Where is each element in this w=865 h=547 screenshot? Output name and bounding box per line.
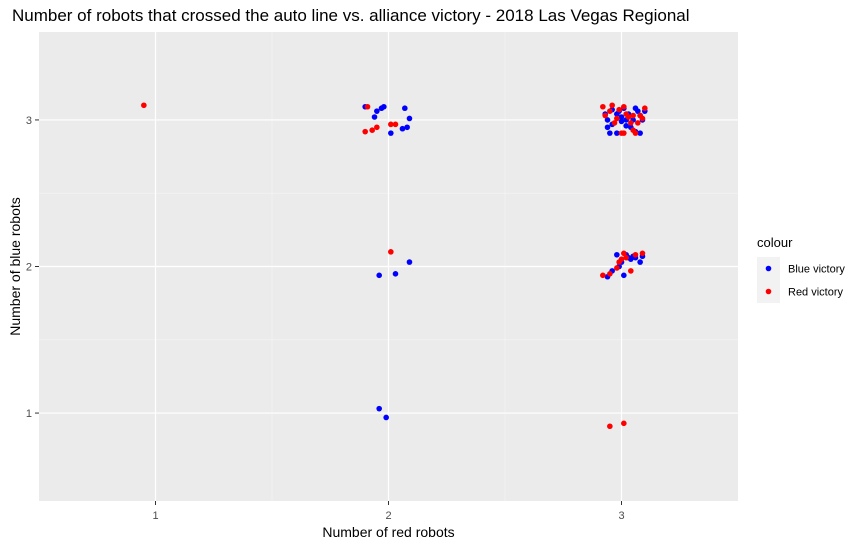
legend-marker-red-victory bbox=[765, 288, 772, 295]
x-axis-label: Number of red robots bbox=[322, 524, 454, 540]
y-tick-label: 2 bbox=[26, 262, 32, 274]
data-point-blue-victory bbox=[637, 259, 643, 265]
data-point-blue-victory bbox=[404, 124, 410, 131]
data-point-red-victory bbox=[628, 268, 634, 274]
data-point-red-victory bbox=[392, 121, 399, 128]
data-point-blue-victory bbox=[635, 108, 641, 114]
data-point-blue-victory bbox=[376, 272, 382, 279]
data-point-red-victory bbox=[616, 106, 622, 113]
data-points bbox=[141, 102, 648, 430]
data-point-red-victory bbox=[621, 420, 627, 427]
x-tick-label: 1 bbox=[152, 510, 158, 522]
data-point-red-victory bbox=[635, 120, 641, 126]
x-axis-ticks: 1 2 3 bbox=[152, 501, 625, 522]
data-point-red-victory bbox=[369, 127, 375, 133]
data-point-red-victory bbox=[600, 103, 606, 110]
data-point-red-victory bbox=[602, 112, 608, 119]
legend-label-red-victory: Red victory bbox=[788, 287, 844, 299]
data-point-red-victory bbox=[642, 105, 648, 112]
data-point-red-victory bbox=[632, 251, 639, 258]
x-tick-label: 3 bbox=[618, 510, 624, 522]
data-point-red-victory bbox=[621, 250, 627, 257]
data-point-red-victory bbox=[618, 256, 625, 262]
legend-entries: Blue victory Red victory bbox=[757, 257, 845, 303]
data-point-blue-victory bbox=[618, 114, 625, 120]
data-point-blue-victory bbox=[399, 125, 406, 132]
x-tick-label: 2 bbox=[385, 510, 391, 522]
data-point-red-victory bbox=[621, 103, 627, 110]
data-point-blue-victory bbox=[623, 123, 629, 129]
data-point-red-victory bbox=[623, 254, 629, 261]
legend: colour Blue victory Red victory bbox=[757, 235, 845, 303]
legend-label-blue-victory: Blue victory bbox=[788, 264, 845, 276]
data-point-blue-victory bbox=[402, 105, 408, 112]
data-point-blue-victory bbox=[607, 130, 613, 136]
chart-title: Number of robots that crossed the auto l… bbox=[12, 6, 690, 25]
data-point-blue-victory bbox=[392, 271, 399, 277]
data-point-red-victory bbox=[632, 130, 639, 136]
data-point-red-victory bbox=[388, 249, 394, 255]
data-point-red-victory bbox=[628, 120, 634, 126]
data-point-red-victory bbox=[614, 115, 620, 122]
data-point-blue-victory bbox=[376, 405, 382, 412]
data-point-red-victory bbox=[364, 103, 371, 110]
data-point-red-victory bbox=[374, 124, 380, 131]
data-point-blue-victory bbox=[371, 114, 378, 120]
data-point-blue-victory bbox=[406, 259, 413, 265]
data-point-blue-victory bbox=[618, 118, 625, 125]
data-point-red-victory bbox=[630, 112, 636, 119]
data-point-red-victory bbox=[362, 128, 369, 135]
data-point-red-victory bbox=[621, 130, 627, 136]
legend-marker-blue-victory bbox=[765, 265, 772, 272]
data-point-red-victory bbox=[614, 265, 620, 271]
data-point-red-victory bbox=[141, 102, 147, 109]
y-tick-label: 1 bbox=[26, 408, 32, 420]
data-point-blue-victory bbox=[614, 130, 620, 136]
data-point-red-victory bbox=[607, 271, 613, 277]
y-axis-label: Number of blue robots bbox=[7, 197, 23, 336]
data-point-blue-victory bbox=[614, 251, 620, 258]
y-axis-ticks: 1 2 3 bbox=[26, 115, 39, 420]
data-point-red-victory bbox=[388, 121, 394, 128]
data-point-red-victory bbox=[625, 114, 632, 120]
y-tick-label: 3 bbox=[26, 115, 32, 127]
legend-title: colour bbox=[757, 235, 793, 250]
data-point-blue-victory bbox=[637, 130, 643, 136]
data-point-red-victory bbox=[611, 120, 618, 126]
data-point-red-victory bbox=[609, 102, 615, 109]
data-point-red-victory bbox=[639, 250, 646, 257]
data-point-blue-victory bbox=[621, 272, 627, 279]
data-point-blue-victory bbox=[406, 115, 413, 122]
data-point-blue-victory bbox=[374, 108, 380, 114]
data-point-red-victory bbox=[607, 423, 613, 430]
data-point-blue-victory bbox=[604, 124, 611, 131]
data-point-red-victory bbox=[639, 115, 646, 122]
data-point-blue-victory bbox=[388, 130, 394, 136]
data-point-blue-victory bbox=[604, 117, 611, 123]
data-point-red-victory bbox=[607, 108, 613, 114]
data-point-blue-victory bbox=[383, 414, 389, 421]
data-point-red-victory bbox=[600, 272, 606, 279]
data-point-blue-victory bbox=[381, 103, 387, 110]
